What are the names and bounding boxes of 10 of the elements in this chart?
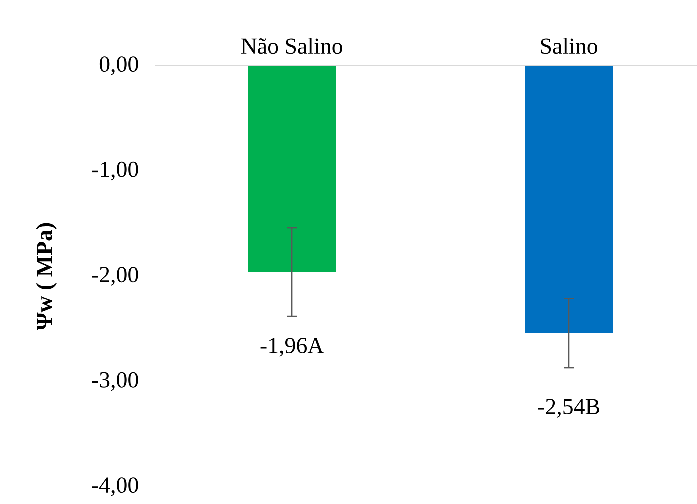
y-tick-label: 0,00 xyxy=(100,56,138,76)
x-tick-label: Salino xyxy=(541,38,598,54)
y-tick-label: -4,00 xyxy=(92,478,138,496)
y-tick-label: -2,00 xyxy=(92,267,138,286)
y-tick-label: -1,00 xyxy=(92,162,138,181)
y-tick-label: -3,00 xyxy=(92,372,138,392)
y-axis-title: Ψw ( MPa) xyxy=(36,223,57,331)
x-tick-label: Não Salino xyxy=(242,38,342,54)
data-label: -2,54B xyxy=(538,399,600,418)
data-label: -1,96A xyxy=(260,338,324,357)
